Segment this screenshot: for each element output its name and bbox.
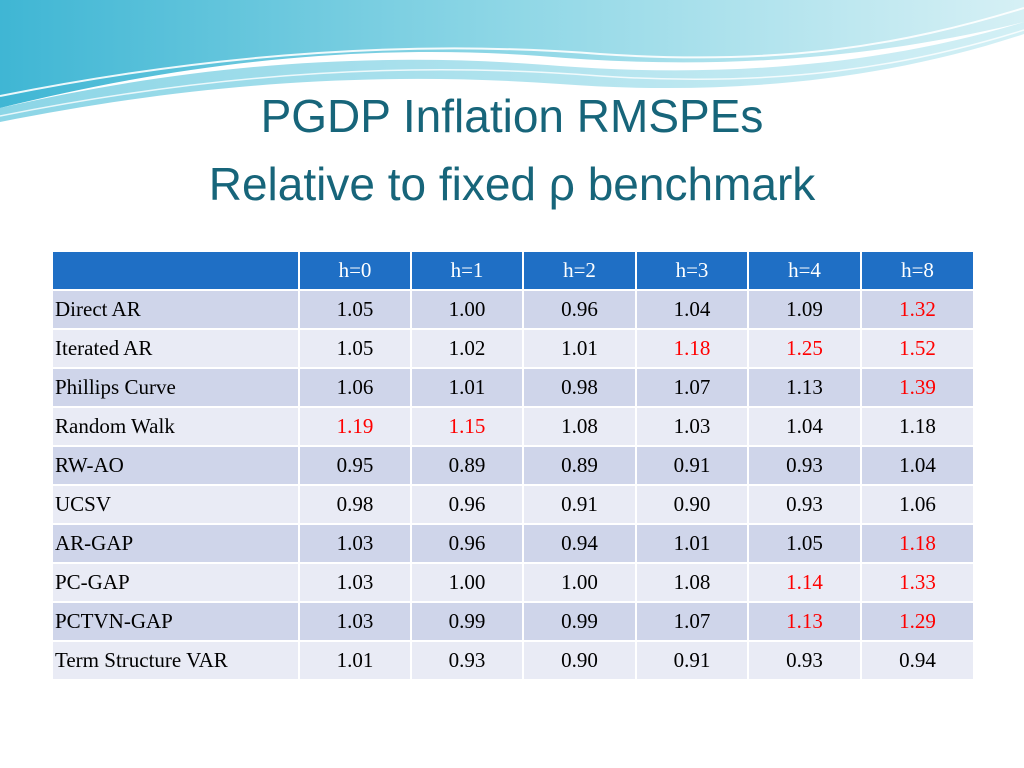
row-label: Iterated AR xyxy=(51,328,300,369)
table-cell: 0.90 xyxy=(522,640,637,681)
table-cell: 1.05 xyxy=(298,289,412,330)
table-cell: 0.96 xyxy=(522,289,637,330)
row-label: Phillips Curve xyxy=(51,367,300,408)
table-cell: 1.01 xyxy=(635,523,749,564)
table-cell: 1.04 xyxy=(860,445,975,486)
table-row: Phillips Curve 1.06 1.01 0.98 1.07 1.13 1.39 xyxy=(51,367,975,408)
table-cell: 0.94 xyxy=(860,640,975,681)
table-cell: 0.89 xyxy=(522,445,637,486)
slide-title: PGDP Inflation RMSPEs Relative to fixed … xyxy=(0,82,1024,218)
table-cell: 1.32 xyxy=(860,289,975,330)
table-cell: 1.07 xyxy=(635,601,749,642)
table-cell: 1.03 xyxy=(635,406,749,447)
table-row: Direct AR 1.05 1.00 0.96 1.04 1.09 1.32 xyxy=(51,289,975,330)
table-cell: 0.91 xyxy=(522,484,637,525)
table-cell: 1.14 xyxy=(747,562,862,603)
column-header-h2: h=2 xyxy=(522,250,637,291)
table-cell: 0.94 xyxy=(522,523,637,564)
table-row: PCTVN-GAP 1.03 0.99 0.99 1.07 1.13 1.29 xyxy=(51,601,975,642)
row-label: Random Walk xyxy=(51,406,300,447)
table-cell: 1.03 xyxy=(298,562,412,603)
table-cell: 1.04 xyxy=(635,289,749,330)
table-cell: 0.96 xyxy=(410,523,524,564)
table-cell: 0.91 xyxy=(635,445,749,486)
table-cell: 1.00 xyxy=(410,289,524,330)
title-line-1: PGDP Inflation RMSPEs xyxy=(260,90,764,142)
table-cell: 1.02 xyxy=(410,328,524,369)
table-cell: 1.19 xyxy=(298,406,412,447)
table-cell: 1.03 xyxy=(298,523,412,564)
table-cell: 0.98 xyxy=(522,367,637,408)
table-cell: 1.29 xyxy=(860,601,975,642)
row-label: RW-AO xyxy=(51,445,300,486)
column-header-h4: h=4 xyxy=(747,250,862,291)
table-cell: 1.15 xyxy=(410,406,524,447)
row-label: AR-GAP xyxy=(51,523,300,564)
row-label: PC-GAP xyxy=(51,562,300,603)
table-header-row: h=0 h=1 h=2 h=3 h=4 h=8 xyxy=(51,250,975,291)
table-row: Term Structure VAR 1.01 0.93 0.90 0.91 0.93 0.… xyxy=(51,640,975,681)
row-label: UCSV xyxy=(51,484,300,525)
column-header-h1: h=1 xyxy=(410,250,524,291)
table-cell: 0.91 xyxy=(635,640,749,681)
row-label: PCTVN-GAP xyxy=(51,601,300,642)
table-cell: 1.04 xyxy=(747,406,862,447)
table-cell: 0.99 xyxy=(522,601,637,642)
column-header-h0: h=0 xyxy=(298,250,412,291)
table-cell: 1.03 xyxy=(298,601,412,642)
table-row: PC-GAP 1.03 1.00 1.00 1.08 1.14 1.33 xyxy=(51,562,975,603)
row-label: Direct AR xyxy=(51,289,300,330)
table-cell: 1.09 xyxy=(747,289,862,330)
table-row: AR-GAP 1.03 0.96 0.94 1.01 1.05 1.18 xyxy=(51,523,975,564)
table-cell: 1.13 xyxy=(747,601,862,642)
table-cell: 1.18 xyxy=(860,406,975,447)
table-cell: 0.90 xyxy=(635,484,749,525)
table-cell: 1.00 xyxy=(522,562,637,603)
table-cell: 1.05 xyxy=(747,523,862,564)
table-cell: 1.13 xyxy=(747,367,862,408)
header-wave-decoration xyxy=(0,0,1024,122)
table-cell: 1.08 xyxy=(635,562,749,603)
table-row: Iterated AR 1.05 1.02 1.01 1.18 1.25 1.52 xyxy=(51,328,975,369)
table-cell: 1.05 xyxy=(298,328,412,369)
table-cell: 1.01 xyxy=(522,328,637,369)
table-cell: 0.93 xyxy=(410,640,524,681)
table-cell: 1.25 xyxy=(747,328,862,369)
row-label: Term Structure VAR xyxy=(51,640,300,681)
table-cell: 0.99 xyxy=(410,601,524,642)
table-cell: 1.01 xyxy=(410,367,524,408)
table-cell: 1.06 xyxy=(298,367,412,408)
table-cell: 0.95 xyxy=(298,445,412,486)
table-cell: 1.18 xyxy=(635,328,749,369)
rmspe-table: h=0 h=1 h=2 h=3 h=4 h=8 Direct AR 1.05 1.0… xyxy=(51,250,975,681)
table-cell: 1.18 xyxy=(860,523,975,564)
table-cell: 0.93 xyxy=(747,484,862,525)
table-cell: 1.08 xyxy=(522,406,637,447)
column-header-h8: h=8 xyxy=(860,250,975,291)
table-row: UCSV 0.98 0.96 0.91 0.90 0.93 1.06 xyxy=(51,484,975,525)
table-cell: 1.01 xyxy=(298,640,412,681)
table-cell: 1.33 xyxy=(860,562,975,603)
table-cell: 1.06 xyxy=(860,484,975,525)
table-cell: 0.89 xyxy=(410,445,524,486)
table-cell: 1.52 xyxy=(860,328,975,369)
table-cell: 1.07 xyxy=(635,367,749,408)
table-cell: 0.93 xyxy=(747,445,862,486)
table-row: Random Walk 1.19 1.15 1.08 1.03 1.04 1.18 xyxy=(51,406,975,447)
table-row: RW-AO 0.95 0.89 0.89 0.91 0.93 1.04 xyxy=(51,445,975,486)
column-header-blank xyxy=(51,250,300,291)
table-cell: 1.39 xyxy=(860,367,975,408)
title-line-2: Relative to fixed ρ benchmark xyxy=(208,158,816,210)
table-cell: 0.98 xyxy=(298,484,412,525)
table-cell: 1.00 xyxy=(410,562,524,603)
table-body: Direct AR 1.05 1.00 0.96 1.04 1.09 1.32 Iterate… xyxy=(51,289,975,681)
table-cell: 0.96 xyxy=(410,484,524,525)
column-header-h3: h=3 xyxy=(635,250,749,291)
table-cell: 0.93 xyxy=(747,640,862,681)
